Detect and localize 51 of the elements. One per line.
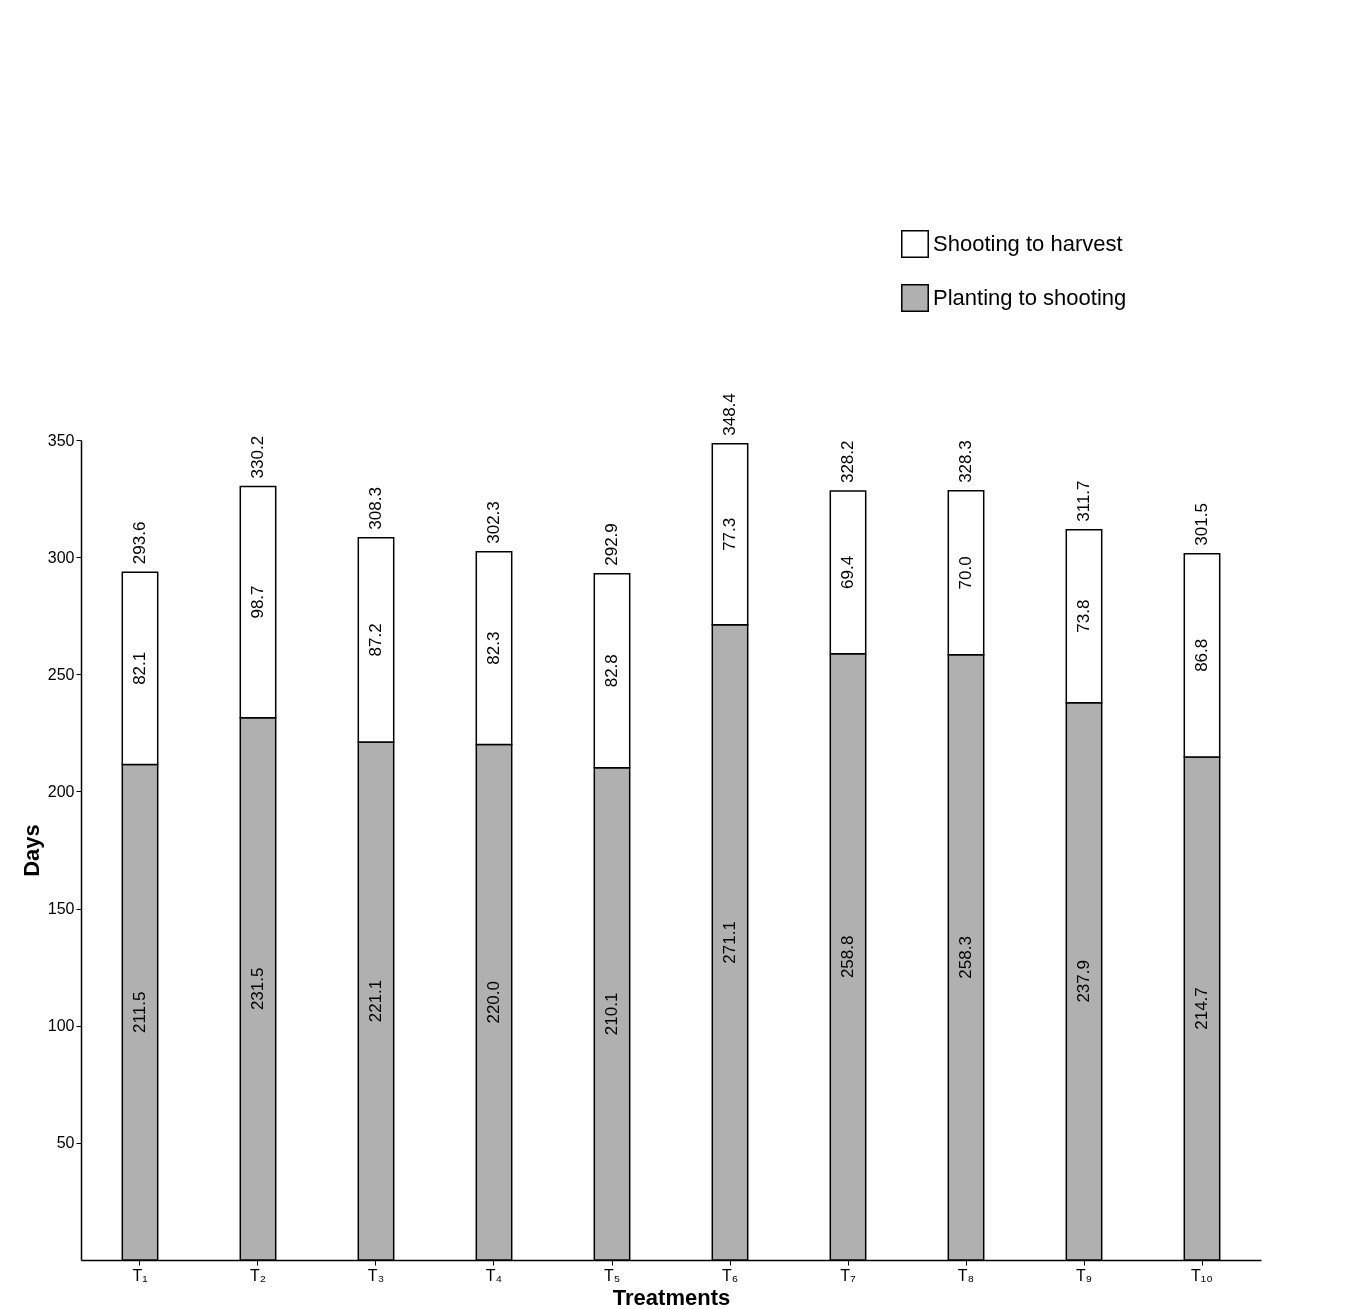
data-label: 98.7 — [248, 585, 267, 619]
x-tick-label: T₈ — [957, 1266, 975, 1284]
legend-label: Planting to shooting — [933, 285, 1127, 310]
data-label: 82.8 — [602, 654, 621, 688]
x-tick-label: T₄ — [485, 1266, 503, 1284]
data-label: 221.1 — [366, 979, 385, 1023]
data-label: 271.1 — [720, 921, 739, 964]
total-label: 293.6 — [130, 521, 149, 565]
data-label: 220.0 — [484, 981, 503, 1024]
total-label: 292.9 — [602, 523, 621, 566]
x-tick-label: T₂ — [250, 1266, 266, 1284]
data-label: 258.8 — [838, 935, 857, 979]
x-tick-label: T₉ — [1075, 1266, 1093, 1284]
data-label: 82.1 — [130, 651, 149, 685]
data-label: 87.2 — [366, 623, 385, 657]
data-label: 70.0 — [956, 556, 975, 590]
total-label: 302.3 — [484, 501, 503, 544]
x-tick-label: T₁ — [132, 1266, 148, 1284]
x-tick-label: T₇ — [840, 1266, 856, 1284]
total-label: 328.3 — [956, 440, 975, 483]
data-label: 237.9 — [1074, 960, 1093, 1003]
y-tick-label: 50 — [56, 1134, 75, 1152]
total-label: 348.4 — [720, 393, 739, 436]
total-label: 301.5 — [1192, 503, 1211, 546]
total-label: 328.2 — [838, 440, 857, 484]
total-label: 311.7 — [1074, 480, 1093, 522]
data-label: 210.1 — [602, 992, 621, 1036]
x-tick-label: T₅ — [603, 1266, 621, 1284]
legend-label: Shooting to harvest — [933, 231, 1123, 256]
y-tick-label: 150 — [47, 900, 75, 918]
total-label: 330.2 — [248, 435, 267, 479]
data-label: 69.4 — [838, 555, 857, 589]
y-tick-label: 200 — [47, 782, 75, 800]
y-tick-label: 250 — [47, 665, 75, 683]
x-tick-label: T₁₀ — [1191, 1266, 1213, 1284]
data-label: 77.3 — [720, 517, 739, 551]
x-tick-label: T₃ — [367, 1266, 385, 1284]
y-tick-label: 100 — [47, 1017, 75, 1035]
data-label: 86.8 — [1192, 638, 1211, 672]
x-axis-title: Treatments — [612, 1284, 731, 1309]
data-label: 73.8 — [1074, 599, 1093, 633]
y-axis-title: Days — [18, 824, 44, 877]
x-tick-label: T₆ — [721, 1266, 739, 1284]
total-label: 308.3 — [366, 487, 385, 530]
y-tick-label: 350 — [47, 431, 75, 449]
data-label: 231.5 — [248, 967, 267, 1011]
data-label: 211.5 — [130, 991, 149, 1033]
data-label: 258.3 — [956, 936, 975, 979]
y-tick-label: 300 — [47, 548, 75, 566]
data-label: 82.3 — [484, 631, 503, 665]
data-label: 214.7 — [1192, 987, 1211, 1030]
